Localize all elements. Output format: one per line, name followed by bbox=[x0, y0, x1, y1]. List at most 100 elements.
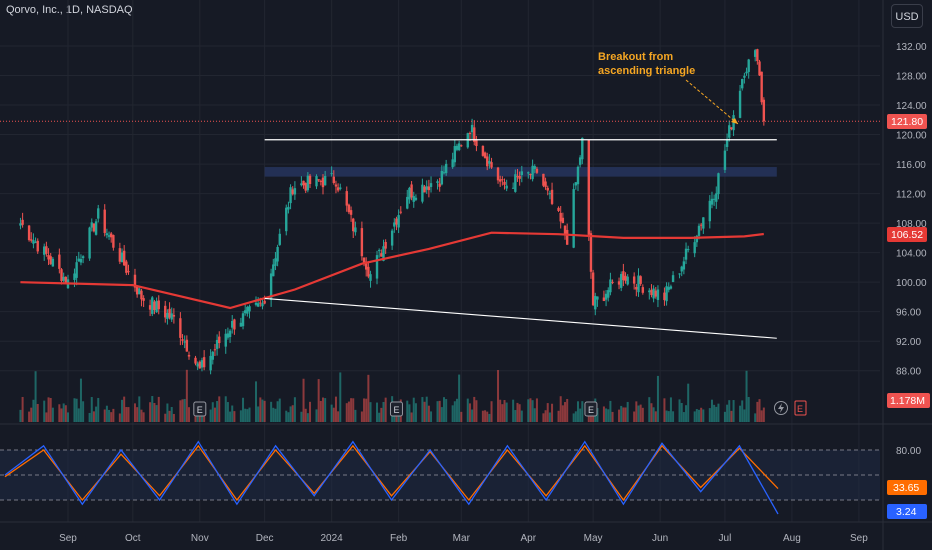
candle-body bbox=[323, 175, 327, 186]
candle-body bbox=[202, 357, 206, 368]
earnings-marker bbox=[389, 401, 403, 417]
candle-body bbox=[278, 233, 281, 245]
volume-bar bbox=[321, 397, 324, 422]
candle-body bbox=[226, 333, 230, 338]
candle-body bbox=[490, 162, 493, 168]
flash-icon[interactable] bbox=[774, 401, 788, 415]
time-tick: Feb bbox=[390, 533, 408, 544]
earnings-marker bbox=[193, 401, 207, 417]
volume-bar bbox=[741, 400, 744, 422]
candle-body bbox=[75, 262, 78, 278]
candle-body bbox=[339, 187, 342, 190]
candle-body bbox=[572, 189, 575, 248]
volume-bar bbox=[209, 409, 212, 422]
volume-bar bbox=[505, 402, 508, 422]
volume-bar bbox=[369, 402, 372, 422]
candle-body bbox=[576, 166, 580, 185]
volume-bar bbox=[259, 397, 262, 422]
candle-body bbox=[762, 99, 766, 122]
volume-bar bbox=[151, 396, 154, 422]
candle-body bbox=[94, 221, 98, 235]
volume-bar bbox=[92, 411, 95, 422]
candle-body bbox=[626, 276, 629, 285]
candle-body bbox=[97, 208, 100, 219]
volume-bar bbox=[198, 411, 201, 422]
volume-bar bbox=[127, 407, 130, 422]
candle-body bbox=[511, 187, 515, 189]
currency-button[interactable]: USD bbox=[891, 4, 923, 28]
candle-body bbox=[285, 207, 288, 232]
time-axis[interactable]: Sep Oct Nov Dec 2024 Feb Mar Apr May Jun Jul Aug Sep bbox=[59, 533, 868, 544]
earnings-icon[interactable]: E bbox=[794, 400, 807, 416]
candle-body bbox=[135, 286, 139, 295]
volume-bar bbox=[34, 371, 37, 422]
price-axis[interactable]: 132.00 128.00 124.00 120.00 116.00 112.00 108.… bbox=[896, 42, 927, 378]
candles bbox=[19, 48, 766, 375]
support-trendline bbox=[264, 297, 777, 339]
candle-body bbox=[369, 274, 372, 281]
candle-body bbox=[427, 186, 431, 191]
volume-bar bbox=[136, 407, 139, 422]
candle-body bbox=[168, 308, 171, 318]
volume-bar bbox=[79, 378, 82, 422]
candle-body bbox=[172, 315, 176, 317]
candle-body bbox=[488, 160, 491, 164]
volume-bar bbox=[274, 408, 277, 422]
price-tick: 100.00 bbox=[896, 278, 927, 289]
candle-body bbox=[699, 224, 703, 226]
volume-bar bbox=[300, 411, 303, 422]
volume-bar bbox=[611, 411, 614, 422]
candle-body bbox=[399, 211, 402, 213]
candle-body bbox=[730, 127, 733, 130]
volume-bar bbox=[574, 411, 577, 422]
candle-body bbox=[663, 292, 666, 301]
volume-bar bbox=[384, 397, 387, 422]
candle-body bbox=[259, 302, 262, 304]
volume-bar bbox=[248, 407, 251, 422]
volume-bar bbox=[347, 401, 350, 422]
candle-body bbox=[632, 276, 636, 284]
candle-body bbox=[455, 145, 459, 150]
volume-bar bbox=[747, 396, 750, 422]
volume-value: 1.178M bbox=[890, 395, 925, 407]
candle-body bbox=[695, 235, 699, 243]
candle-body bbox=[304, 183, 307, 191]
volume-bar bbox=[90, 397, 93, 422]
candle-body bbox=[64, 276, 68, 284]
time-tick: Jul bbox=[719, 533, 732, 544]
candle-body bbox=[354, 227, 357, 233]
volume-bar bbox=[224, 396, 227, 422]
candle-body bbox=[438, 183, 441, 187]
volume-bar bbox=[51, 407, 54, 422]
volume-bar bbox=[430, 411, 433, 422]
volume-bar bbox=[45, 412, 48, 422]
candle-body bbox=[483, 152, 487, 158]
volume-bar bbox=[713, 404, 716, 422]
candle-body bbox=[45, 246, 48, 254]
candle-body bbox=[233, 319, 236, 330]
candle-body bbox=[336, 187, 340, 191]
volume-bar bbox=[682, 412, 685, 422]
volume-bar bbox=[254, 381, 257, 422]
volume-bar bbox=[561, 405, 564, 422]
time-tick: Sep bbox=[59, 533, 77, 544]
candle-body bbox=[650, 289, 653, 296]
candle-body bbox=[153, 301, 156, 311]
candle-body bbox=[380, 253, 383, 257]
volume-bar bbox=[376, 402, 379, 422]
volume-bar bbox=[471, 409, 474, 422]
candle-body bbox=[187, 354, 191, 357]
candle-body bbox=[475, 140, 478, 146]
volume-bar bbox=[607, 409, 610, 422]
volume-bar bbox=[138, 396, 141, 422]
candle-body bbox=[550, 189, 554, 204]
candle-body bbox=[607, 290, 610, 298]
volume-bar bbox=[693, 411, 696, 422]
stoch-k-value: 3.24 bbox=[896, 506, 917, 518]
candle-body bbox=[213, 349, 217, 351]
volume-bar bbox=[425, 396, 428, 422]
price-tick: 112.00 bbox=[896, 190, 926, 201]
volume-bar bbox=[609, 400, 612, 422]
